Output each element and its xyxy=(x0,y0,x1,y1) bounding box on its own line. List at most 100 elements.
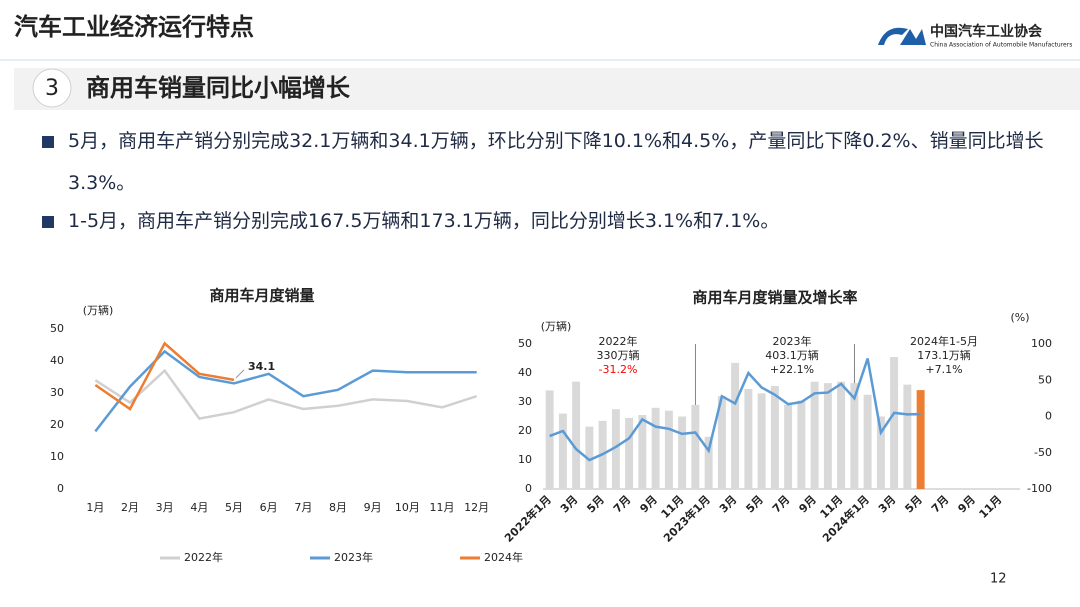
line-series xyxy=(94,368,478,420)
y2-tick-label: -100 xyxy=(1027,482,1052,495)
section-badge xyxy=(32,68,72,108)
annotation-total: 403.1万辆 xyxy=(765,348,819,362)
y-tick-label: 30 xyxy=(518,395,532,408)
line-series xyxy=(94,341,235,411)
bar xyxy=(837,381,846,489)
x-tick-label: 5月 xyxy=(584,493,606,515)
y-tick-label: 30 xyxy=(50,386,64,399)
x-tick-label: 9月 xyxy=(796,493,818,515)
y2-tick-label: 100 xyxy=(1031,337,1052,350)
page-number: 12 xyxy=(990,572,1007,587)
bar xyxy=(638,415,647,489)
x-tick-label: 6月 xyxy=(260,501,278,514)
x-tick-label: 8月 xyxy=(329,501,347,514)
x-tick-label: 11月 xyxy=(430,501,455,514)
bar xyxy=(744,388,753,489)
y-axis-label: (万辆) xyxy=(83,303,114,317)
x-tick-label: 7月 xyxy=(294,501,312,514)
bar xyxy=(876,416,885,489)
x-tick-label: 5月 xyxy=(902,493,924,515)
annotation-year: 2024年1-5月 xyxy=(910,334,978,348)
annotation-total: 330万辆 xyxy=(597,348,640,362)
annotation-growth: +7.1% xyxy=(925,363,962,376)
bar xyxy=(717,396,726,489)
x-tick-label: 5月 xyxy=(225,501,243,514)
bullet-text: 5月，商用车产销分别完成32.1万辆和34.1万辆，环比分别下降10.1%和4.… xyxy=(68,130,1044,194)
bar xyxy=(850,383,859,489)
logo-icon xyxy=(878,27,926,45)
y-tick-label: 40 xyxy=(50,354,64,367)
bar xyxy=(890,357,899,489)
bar xyxy=(545,390,554,489)
bullet: 1-5月，商用车产销分别完成167.5万辆和173.1万辆，同比分别增长3.1%… xyxy=(42,200,1052,242)
annotation-growth: -31.2% xyxy=(599,363,638,376)
bar xyxy=(823,383,832,489)
x-tick-label: 7月 xyxy=(770,493,792,515)
x-tick-label: 3月 xyxy=(156,501,174,514)
section-number: 3 xyxy=(45,76,59,101)
x-tick-label: 2022年1月 xyxy=(501,492,554,545)
y-axis-label: (万辆) xyxy=(541,319,572,333)
annotation-year: 2023年 xyxy=(773,334,812,348)
bar xyxy=(797,400,806,489)
annotation-total: 173.1万辆 xyxy=(917,348,971,362)
logo-en: China Association of Automobile Manufact… xyxy=(930,42,1072,49)
y-tick-label: 50 xyxy=(50,322,64,335)
x-tick-label: 9月 xyxy=(955,493,977,515)
bar xyxy=(611,409,620,489)
bar xyxy=(810,381,819,489)
bar xyxy=(784,404,793,489)
x-tick-label: 9月 xyxy=(637,493,659,515)
y-tick-label: 40 xyxy=(518,366,532,379)
bar xyxy=(585,426,594,489)
section-title: 商用车销量同比小幅增长 xyxy=(86,74,351,102)
bar xyxy=(916,390,925,489)
bar xyxy=(678,416,687,489)
x-tick-label: 4月 xyxy=(190,501,208,514)
chart-title: 商用车月度销量 xyxy=(209,287,314,305)
bar xyxy=(572,381,581,489)
y2-axis-label: (%) xyxy=(1010,311,1029,324)
x-tick-label: 3月 xyxy=(876,493,898,515)
y-tick-label: 50 xyxy=(518,337,532,350)
bar xyxy=(757,393,766,489)
bar xyxy=(863,394,872,489)
x-tick-label: 12月 xyxy=(464,501,489,514)
chart-title: 商用车月度销量及增长率 xyxy=(692,289,857,307)
logo-cn: 中国汽车工业协会 xyxy=(930,23,1043,40)
bar xyxy=(691,404,700,489)
x-tick-label: 3月 xyxy=(558,493,580,515)
y-tick-label: 20 xyxy=(518,424,532,437)
bar xyxy=(770,386,779,489)
y-tick-label: 20 xyxy=(50,418,64,431)
label-leader xyxy=(235,369,245,379)
y-tick-label: 10 xyxy=(50,450,64,463)
line-series xyxy=(94,349,477,433)
y2-tick-label: 50 xyxy=(1038,373,1052,386)
y-tick-label: 0 xyxy=(57,482,64,495)
bar xyxy=(903,384,912,489)
data-label: 34.1 xyxy=(248,360,275,373)
x-tick-label: 11月 xyxy=(977,493,1005,521)
y-tick-label: 0 xyxy=(525,482,532,495)
bullet-text: 1-5月，商用车产销分别完成167.5万辆和173.1万辆，同比分别增长3.1%… xyxy=(68,210,780,232)
x-tick-label: 10月 xyxy=(395,501,420,514)
bar xyxy=(664,410,673,489)
y2-tick-label: 0 xyxy=(1045,410,1052,423)
bar xyxy=(731,362,740,489)
x-tick-label: 7月 xyxy=(929,493,951,515)
y-tick-label: 10 xyxy=(518,453,532,466)
section-band xyxy=(14,68,1080,110)
bar xyxy=(704,436,713,489)
annotation-growth: +22.1% xyxy=(770,363,814,376)
annotation-year: 2022年 xyxy=(599,334,638,348)
x-tick-label: 5月 xyxy=(743,493,765,515)
x-tick-label: 9月 xyxy=(364,501,382,514)
x-tick-label: 7月 xyxy=(611,493,633,515)
header-title: 汽车工业经济运行特点 xyxy=(14,13,254,41)
x-tick-label: 1月 xyxy=(86,501,104,514)
bar xyxy=(625,417,634,489)
x-tick-label: 3月 xyxy=(717,493,739,515)
